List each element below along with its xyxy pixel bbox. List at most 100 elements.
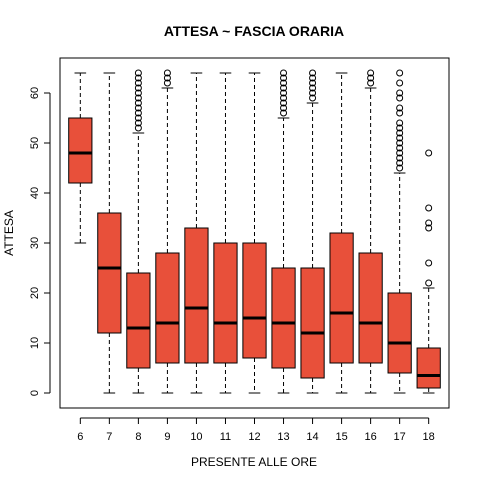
outlier-point [134,89,142,97]
outlier-point [280,89,288,97]
outlier-point [163,74,171,82]
x-tick-label: 10 [190,431,202,443]
outlier-point [396,109,404,117]
y-tick-label: 40 [29,187,41,199]
outlier-point [280,94,288,102]
box-body [184,227,209,364]
box-10 [184,72,209,394]
box-11 [213,72,238,394]
outlier-point [396,144,404,152]
box-body [329,232,354,364]
chart-title: ATTESA ~ FASCIA ORARIA [164,23,344,39]
x-axis: 6 7 8 9 10 11 12 13 14 15 16 17 18 [77,417,435,443]
box-6 [68,72,93,244]
outlier-point [134,74,142,82]
outlier-point [280,84,288,92]
x-tick-label: 8 [135,431,141,443]
box-body [358,252,383,364]
outlier-point [134,99,142,107]
outlier-point [309,74,317,82]
outlier-point [396,104,404,112]
outlier-point [396,154,404,162]
outlier-point [280,99,288,107]
outlier-point [396,134,404,142]
outlier-point [396,159,404,167]
x-tick-label: 14 [306,431,318,443]
y-axis-label: ATTESA [2,210,16,256]
outlier-point [280,109,288,117]
y-tick-label: 30 [29,237,41,249]
outlier-point [134,114,142,122]
outlier-point [367,74,375,82]
outlier-point [163,69,171,77]
outlier-point [396,119,404,127]
outlier-point [134,124,142,132]
x-tick-label: 9 [164,431,170,443]
outlier-point [396,124,404,132]
outlier-point [280,74,288,82]
outlier-point [396,129,404,137]
x-tick-label: 17 [394,431,406,443]
x-tick-label: 18 [423,431,435,443]
outlier-point [396,149,404,157]
outlier-point [396,139,404,147]
outlier-point [134,84,142,92]
box-17 [387,69,412,394]
x-axis-label: PRESENTE ALLE ORE [191,455,317,469]
plot-frame [59,57,450,409]
x-tick-label: 16 [364,431,376,443]
box-body [387,292,412,374]
outlier-point [309,69,317,77]
outlier-point [367,69,375,77]
x-tick-label: 15 [335,431,347,443]
box-body [416,347,441,389]
y-tick-label: 0 [29,390,41,396]
outlier-point [309,89,317,97]
box-14 [300,69,325,394]
box-body [271,267,296,369]
box-16 [358,69,383,394]
outlier-point [396,164,404,172]
outlier-point [163,79,171,87]
x-tick-label: 6 [77,431,83,443]
y-axis: 0 10 20 30 40 50 60 [29,87,51,396]
outlier-point [280,69,288,77]
outlier-point [134,94,142,102]
outlier-point [309,84,317,92]
outlier-point [425,219,433,227]
box-body [68,117,93,184]
box-body [213,242,238,364]
y-tick-label: 50 [29,137,41,149]
box-body [155,252,180,364]
outlier-point [134,109,142,117]
boxes-group [68,69,441,394]
box-18 [416,149,441,394]
box-7 [97,72,122,394]
outlier-point [396,69,404,77]
outlier-point [134,119,142,127]
outlier-point [280,104,288,112]
y-tick-label: 10 [29,337,41,349]
box-8 [126,69,151,394]
outlier-point [425,279,433,287]
outlier-point [367,79,375,87]
outlier-point [396,79,404,87]
x-tick-label: 13 [277,431,289,443]
outlier-point [425,224,433,232]
outlier-point [280,79,288,87]
x-tick-label: 7 [106,431,112,443]
box-15 [329,72,354,394]
x-tick-label: 12 [248,431,260,443]
outlier-point [134,69,142,77]
outlier-point [425,259,433,267]
box-9 [155,69,180,394]
box-12 [242,72,267,394]
outlier-point [309,79,317,87]
outlier-point [425,204,433,212]
y-tick-label: 60 [29,87,41,99]
y-tick-label: 20 [29,287,41,299]
outlier-point [134,79,142,87]
outlier-point [396,94,404,102]
box-body [97,212,122,334]
